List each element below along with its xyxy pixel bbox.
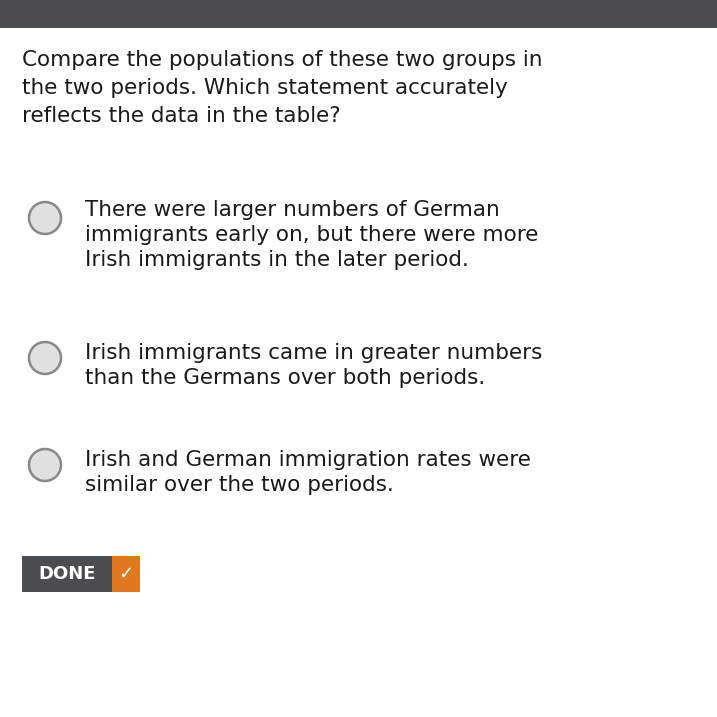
Text: Irish and German immigration rates were: Irish and German immigration rates were [85, 450, 531, 470]
Text: similar over the two periods.: similar over the two periods. [85, 475, 394, 495]
Text: immigrants early on, but there were more: immigrants early on, but there were more [85, 225, 538, 245]
Text: DONE: DONE [38, 565, 95, 583]
Text: Compare the populations of these two groups in
the two periods. Which statement : Compare the populations of these two gro… [22, 50, 543, 126]
Text: There were larger numbers of German: There were larger numbers of German [85, 200, 500, 220]
Text: ✓: ✓ [118, 565, 133, 583]
FancyBboxPatch shape [22, 556, 112, 592]
Circle shape [29, 449, 61, 481]
Text: Irish immigrants came in greater numbers: Irish immigrants came in greater numbers [85, 343, 542, 363]
Circle shape [29, 202, 61, 234]
Text: Irish immigrants in the later period.: Irish immigrants in the later period. [85, 250, 469, 270]
FancyBboxPatch shape [112, 556, 140, 592]
Circle shape [29, 342, 61, 374]
Text: than the Germans over both periods.: than the Germans over both periods. [85, 368, 485, 388]
FancyBboxPatch shape [0, 0, 717, 28]
